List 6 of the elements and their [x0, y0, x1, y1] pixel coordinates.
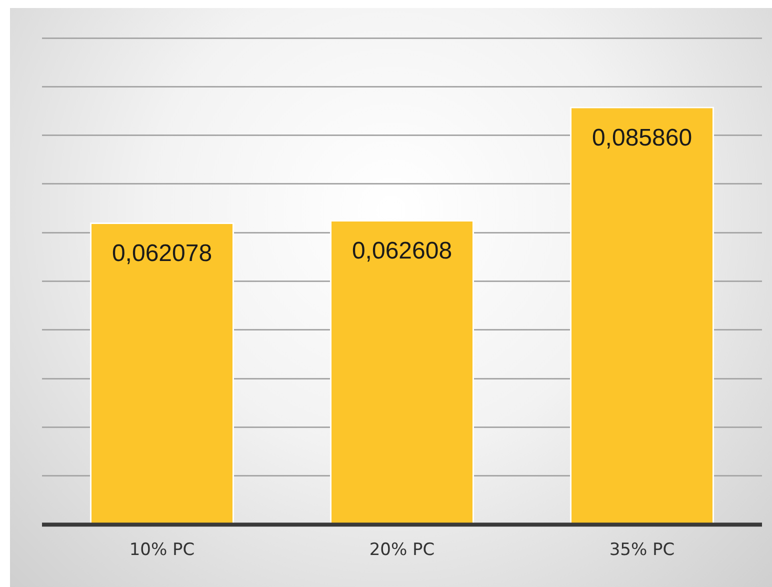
- x-tick-label: 20% PC: [369, 540, 435, 560]
- x-tick-label: 10% PC: [129, 540, 195, 560]
- data-label: 0,085860: [592, 124, 692, 152]
- data-label: 0,062608: [352, 238, 452, 265]
- x-tick-label: 35% PC: [609, 540, 675, 560]
- data-label: 0,062078: [112, 240, 212, 268]
